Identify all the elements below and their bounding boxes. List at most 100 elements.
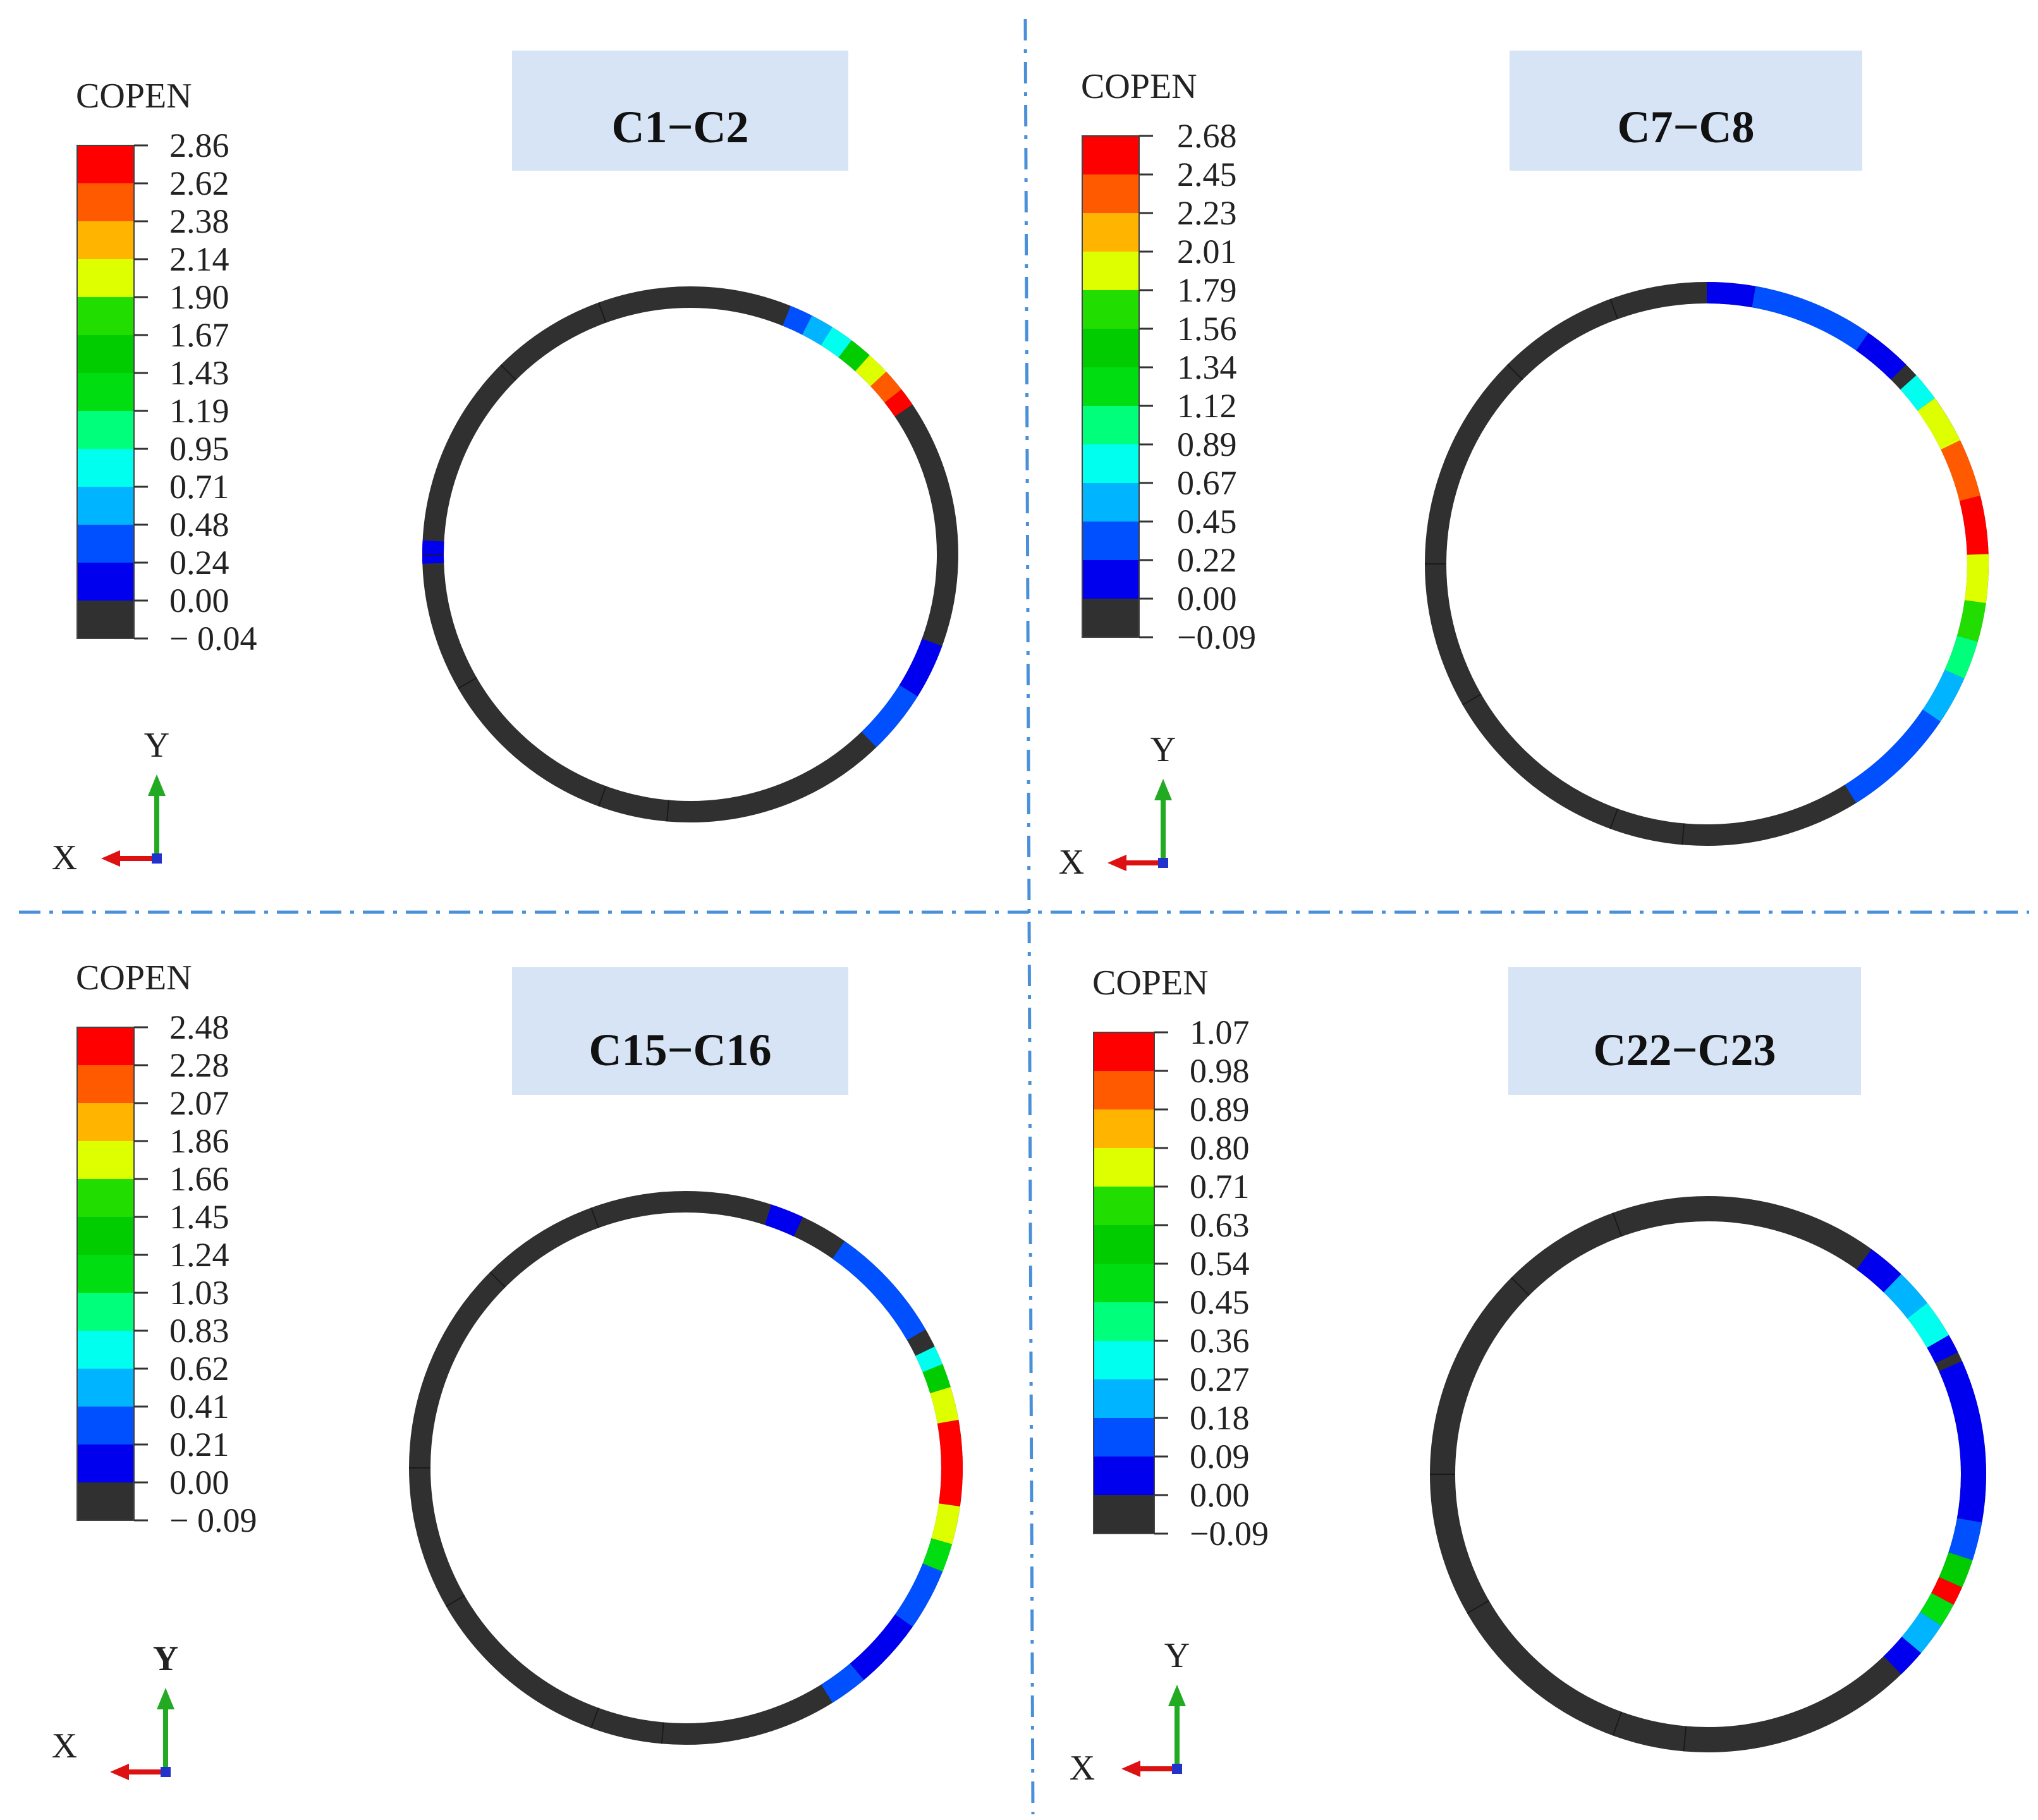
legend-swatch [1082, 136, 1139, 174]
contour-patch [1939, 1552, 1973, 1587]
contour-patch [1948, 1518, 1982, 1560]
legend-tick-label: 1.45 [169, 1198, 229, 1236]
legend-swatch [1094, 1109, 1154, 1148]
legend-swatch [1094, 1457, 1154, 1495]
contour-patch [838, 340, 870, 372]
contour-patch [937, 1419, 963, 1506]
contour-patch [1931, 1577, 1962, 1605]
legend-tick-label: 1.67 [169, 316, 229, 354]
legend-swatch [1082, 174, 1139, 213]
contour-patch [1856, 333, 1907, 380]
legend-tick-label: 1.34 [1177, 348, 1237, 386]
contour-patch [884, 389, 913, 417]
legend-tick-label: 0.83 [169, 1312, 229, 1350]
contour-patch [1927, 1335, 1958, 1364]
legend-tick-label: 0.36 [1190, 1322, 1250, 1360]
segment-joint [1681, 823, 1685, 845]
segment-joint [666, 800, 670, 822]
legend-tick-label: 0.63 [1190, 1206, 1250, 1244]
axis-triad: YX [1070, 1636, 1190, 1788]
legend-tick-label: 2.38 [169, 202, 229, 240]
x-arrow-head [101, 850, 120, 867]
color-legend: COPEN 2.862.622.382.141.901.671.431.190.9… [76, 76, 257, 657]
contour-patch [870, 371, 902, 403]
legend-swatch [1082, 252, 1139, 290]
segment-joint [446, 1595, 465, 1607]
segment-joint [661, 1722, 664, 1744]
legend-tick-label: 0.09 [1190, 1438, 1250, 1475]
contour-patch [1888, 709, 1941, 767]
contour-patch [1917, 398, 1960, 450]
panel-title-box [1508, 967, 1861, 1095]
legend-swatch [1082, 367, 1139, 406]
y-axis-label: Y [144, 726, 169, 765]
contour-patch [930, 1386, 959, 1424]
legend-tick-label: 2.28 [169, 1046, 229, 1084]
contour-patch [1959, 496, 1989, 555]
x-arrow-head [1107, 855, 1126, 871]
contour-patch [783, 305, 812, 335]
z-axis-marker [152, 853, 162, 864]
legend-tick-label: 0.22 [1177, 541, 1237, 579]
contour-patch [922, 1364, 951, 1393]
segment-joint [1612, 1711, 1623, 1736]
axis-triad: YX [1059, 730, 1176, 882]
legend-title: COPEN [1092, 963, 1209, 1003]
legend-tick-label: 1.03 [169, 1274, 229, 1312]
legend-tick-label: 0.41 [169, 1388, 229, 1426]
legend-swatch [1094, 1187, 1154, 1225]
legend-tick-label: 2.48 [169, 1008, 229, 1046]
legend-frame [1082, 135, 1140, 638]
color-legend: COPEN 1.070.980.890.800.710.630.540.450.3… [1092, 963, 1269, 1553]
legend-tick-label: 2.07 [169, 1084, 229, 1122]
legend-tick-label: 2.45 [1177, 156, 1237, 193]
contour-patch [899, 638, 943, 697]
legend-tick-label: 0.18 [1190, 1399, 1250, 1437]
contour-patch [1883, 1274, 1927, 1319]
contact-ring [1430, 1196, 1986, 1752]
panel-title: C15−C16 [589, 1025, 771, 1075]
segment-joint [500, 364, 516, 381]
legend-tick-label: − 0.09 [169, 1501, 257, 1539]
segment-joint [1506, 363, 1523, 381]
legend-tick-label: 0.80 [1190, 1129, 1250, 1167]
axis-triad: YX [52, 726, 169, 877]
legend-swatch [77, 411, 134, 449]
legend-swatch [1082, 213, 1139, 252]
legend-tick-label: 1.56 [1177, 310, 1237, 348]
legend-swatch [1094, 1032, 1154, 1071]
legend-swatch [77, 601, 134, 638]
legend-swatch [77, 1179, 134, 1217]
legend-tick-label: 2.62 [169, 164, 229, 202]
legend-swatch [77, 1444, 134, 1482]
legend-swatch [77, 1331, 134, 1369]
legend-swatch [1094, 1341, 1154, 1379]
legend-tick-label: 1.66 [169, 1160, 229, 1198]
contour-patch [821, 327, 852, 358]
panel-3: C15−C16 COPEN 2.482.282.071.861.661.451.24… [52, 958, 963, 1780]
legend-tick-label: 1.86 [169, 1122, 229, 1160]
legend-tick-label: 1.24 [169, 1236, 229, 1274]
segment-joint [590, 1707, 599, 1728]
contour-patch [422, 540, 444, 564]
legend-swatch [77, 1065, 134, 1103]
legend-tick-label: 2.86 [169, 126, 229, 164]
legend-tick-label: −0.09 [1190, 1515, 1269, 1553]
x-arrow-head [110, 1764, 129, 1780]
legend-swatch [77, 183, 134, 221]
legend-swatch [1094, 1225, 1154, 1264]
legend-tick-label: 1.19 [169, 392, 229, 430]
contour-patch [1964, 554, 1989, 604]
contour-patch [764, 1204, 803, 1237]
legend-swatch [77, 297, 134, 335]
legend-swatch [1082, 406, 1139, 444]
legend-title: COPEN [1081, 67, 1197, 106]
contour-patch [1707, 282, 1756, 308]
segment-joint [1462, 693, 1482, 705]
contour-patch [931, 1503, 960, 1544]
legend-tick-label: 0.00 [1190, 1476, 1250, 1514]
legend-swatch [77, 1141, 134, 1179]
x-axis-label: X [52, 838, 77, 877]
segment-joint [598, 786, 607, 807]
panel-title: C1−C2 [611, 102, 748, 152]
